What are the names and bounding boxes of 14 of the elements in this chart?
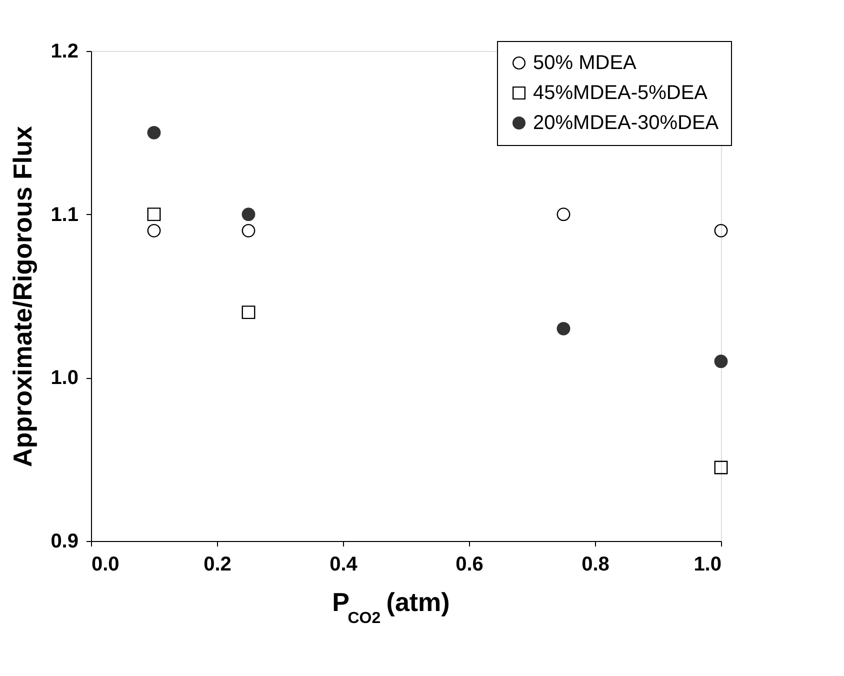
y-tick-label: 1.2 bbox=[50, 40, 78, 62]
x-tick-label: 0.6 bbox=[456, 554, 484, 576]
y-tick-label: 0.9 bbox=[50, 530, 78, 552]
legend-label: 20%MDEA-30%DEA bbox=[533, 112, 720, 134]
x-tick-label: 1.0 bbox=[694, 554, 722, 576]
x-tick-label: 0.4 bbox=[330, 554, 358, 576]
y-axis-title: Approximate/Rigorous Flux bbox=[8, 126, 38, 467]
legend-label: 45%MDEA-5%DEA bbox=[533, 82, 708, 104]
x-tick-label: 0.0 bbox=[92, 554, 120, 576]
y-tick-label: 1.1 bbox=[50, 204, 78, 226]
x-tick-label: 0.2 bbox=[204, 554, 232, 576]
legend-label: 50% MDEA bbox=[533, 52, 638, 74]
x-tick-label: 0.8 bbox=[582, 554, 610, 576]
y-tick-label: 1.0 bbox=[50, 367, 78, 390]
